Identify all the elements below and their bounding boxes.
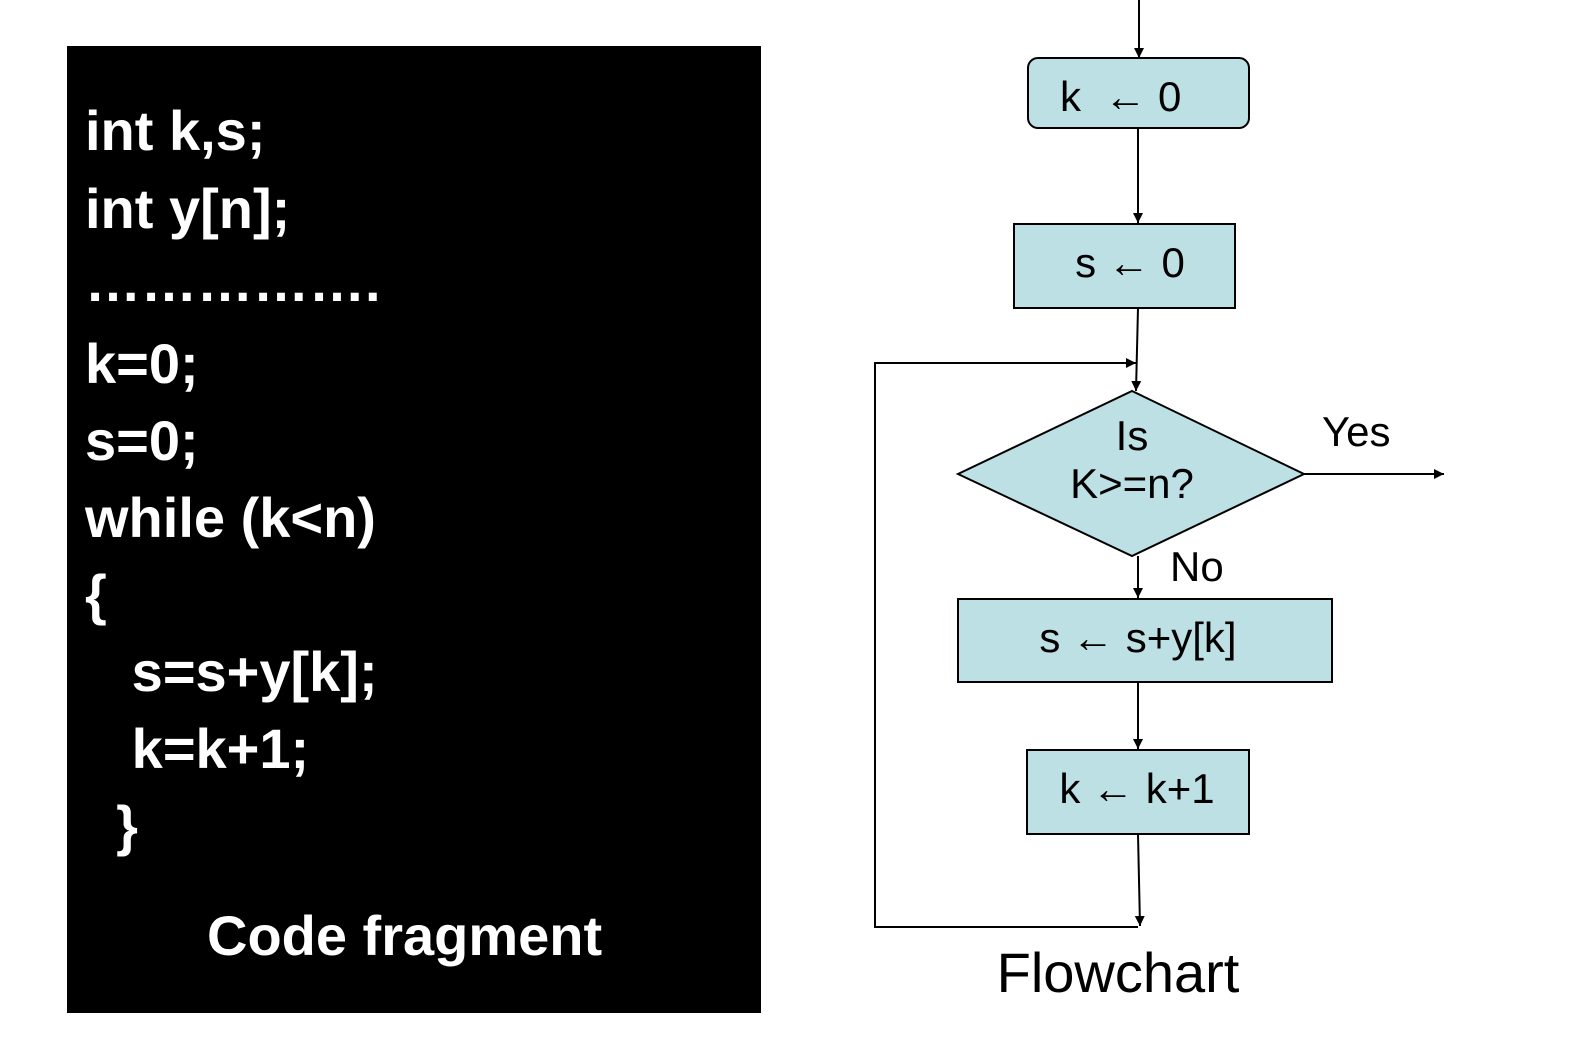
code-line: ……………. [85, 250, 381, 313]
s-init-box [1013, 223, 1236, 309]
accumulate-label: s ← s+y[k] [1039, 614, 1236, 661]
arrow-increment-down [1134, 833, 1145, 927]
code-line: while (k<n) [85, 486, 376, 549]
code-line: k=0; [85, 332, 199, 395]
code-line: int k,s; [85, 99, 266, 162]
accumulate-box [957, 598, 1333, 683]
decision-diamond [955, 389, 1307, 558]
decision-label-line1: Is [1116, 412, 1149, 459]
code-panel: int k,s; int y[n]; ……………. k=0; s=0; whil… [67, 46, 761, 1013]
code-line: { [85, 563, 107, 626]
no-label: No [1170, 543, 1224, 590]
flowchart-caption: Flowchart [997, 941, 1240, 1004]
k-init-label: k ← 0 [1060, 73, 1181, 120]
arrow-s-to-decision [1131, 307, 1142, 392]
loop-back-arrow [874, 358, 1138, 928]
s-init-label: s ← 0 [1075, 239, 1185, 286]
decision-label-line2: K>=n? [1070, 460, 1194, 507]
code-line: s=0; [85, 409, 199, 472]
code-line: s=s+y[k]; [85, 640, 378, 703]
increment-box [1026, 749, 1250, 835]
code-caption: Code fragment [207, 904, 603, 967]
k-init-box [1027, 57, 1250, 129]
code-line: } [85, 794, 138, 857]
yes-label: Yes [1322, 408, 1391, 455]
increment-label: k ← k+1 [1059, 765, 1214, 812]
code-line: k=k+1; [85, 717, 310, 780]
code-line: int y[n]; [85, 177, 291, 240]
